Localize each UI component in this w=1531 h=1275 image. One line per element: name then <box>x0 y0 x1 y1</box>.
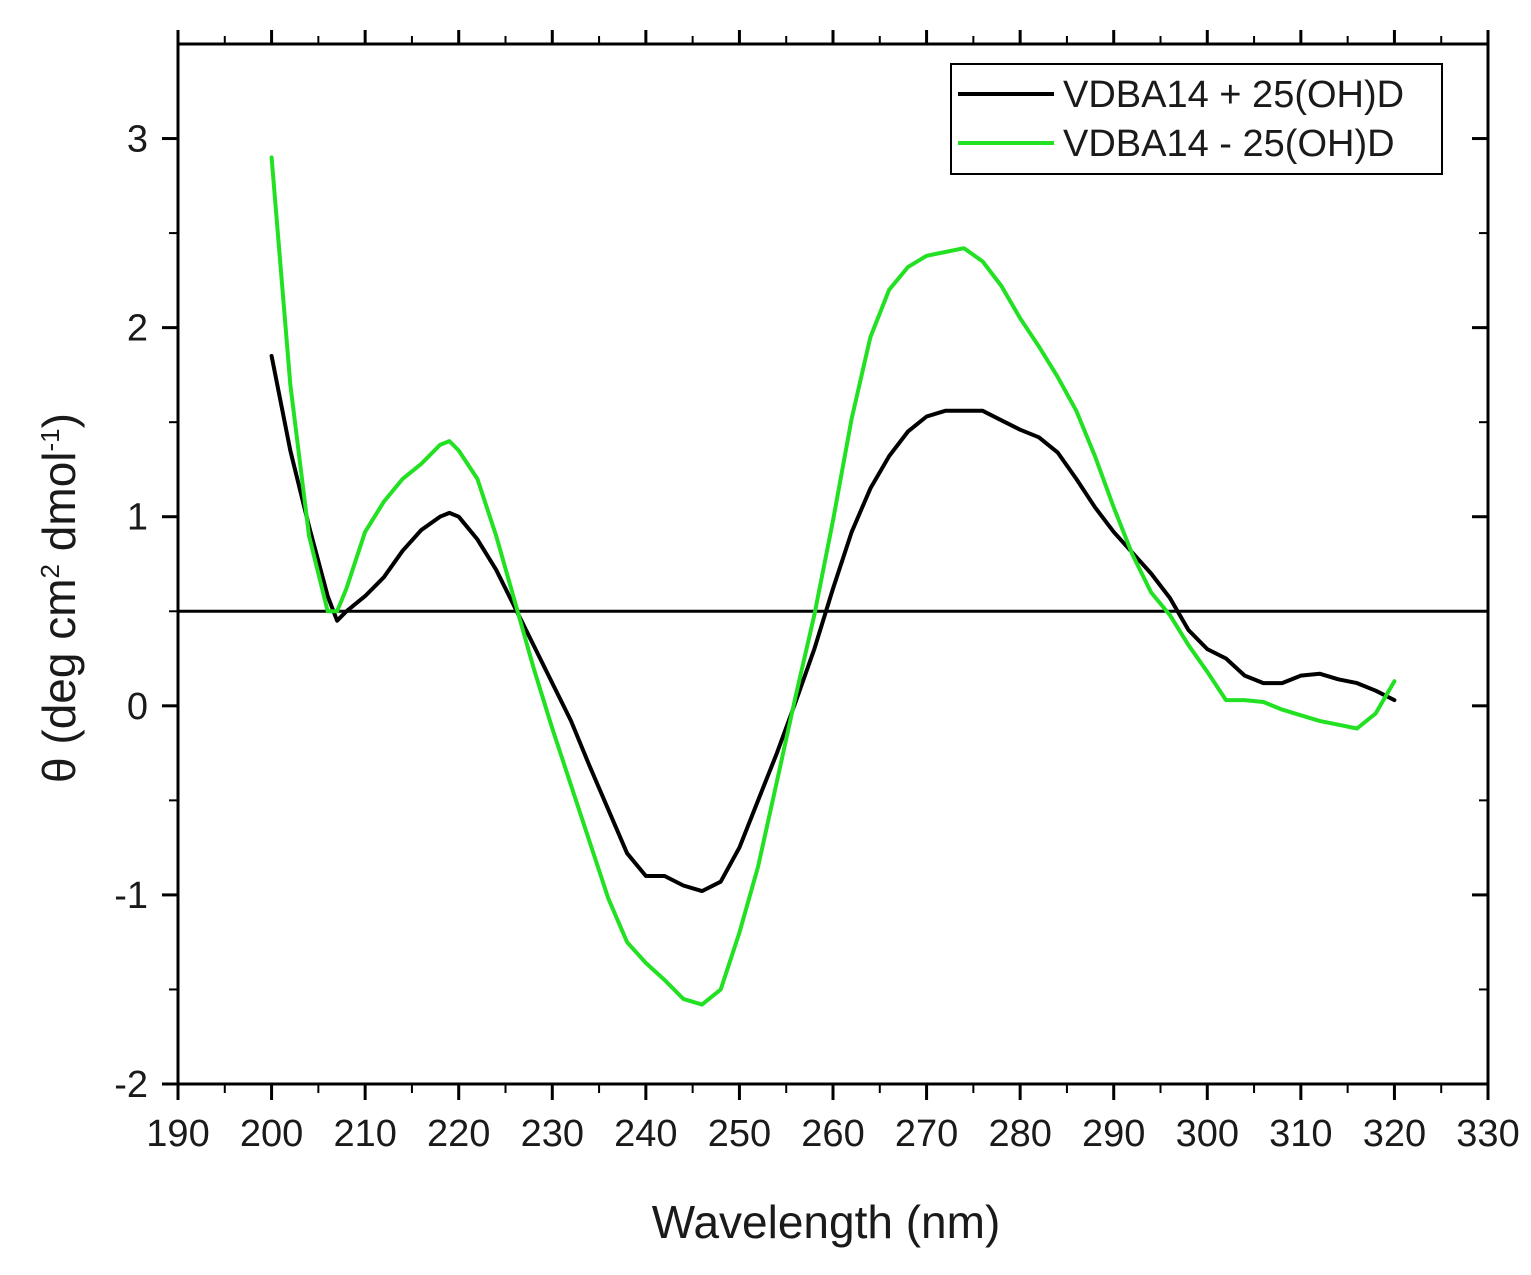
y-tick-labels: -2 -1 0 1 2 3 <box>114 119 148 1106</box>
y-axis-title-sup2: -1 <box>35 428 65 451</box>
x-tick-label: 330 <box>1456 1113 1519 1155</box>
x-tick-label: 270 <box>895 1113 958 1155</box>
x-tick-label: 220 <box>427 1113 490 1155</box>
x-tick-label: 240 <box>614 1113 677 1155</box>
series-line-minus-25ohd <box>269 155 1397 1007</box>
y-tick-label: 2 <box>127 308 148 350</box>
legend: VDBA14 + 25(OH)D VDBA14 - 25(OH)D <box>950 63 1443 175</box>
x-tick-labels: 190 200 210 220 230 240 250 260 270 280 290 300 310 3… <box>146 1113 1519 1155</box>
legend-label-minus: VDBA14 - 25(OH)D <box>1063 123 1395 165</box>
y-axis-title-prefix: θ (deg cm <box>33 578 85 783</box>
x-tick-label: 250 <box>708 1113 771 1155</box>
series-layer <box>269 155 1397 1007</box>
x-tick-label: 200 <box>240 1113 303 1155</box>
y-tick-label: 0 <box>127 686 148 728</box>
x-tick-label: 260 <box>801 1113 864 1155</box>
x-axis-title: Wavelength (nm) <box>652 1196 1001 1248</box>
y-axis-title-sup1: 2 <box>35 564 65 578</box>
y-tick-label: -2 <box>114 1064 148 1106</box>
x-tick-label: 300 <box>1176 1113 1239 1155</box>
tick-marks <box>162 30 1490 1100</box>
legend-box <box>950 63 1443 175</box>
series-line-plus-25ohd <box>269 354 1397 894</box>
plot-frame <box>176 42 1490 1086</box>
x-tick-label: 280 <box>988 1113 1051 1155</box>
y-tick-label: 3 <box>127 119 148 161</box>
x-tick-label: 320 <box>1363 1113 1426 1155</box>
x-tick-label: 190 <box>146 1113 209 1155</box>
y-axis-title: θ (deg cm2 dmol-1) <box>33 413 85 783</box>
x-tick-label: 210 <box>333 1113 396 1155</box>
x-tick-label: 310 <box>1269 1113 1332 1155</box>
x-tick-label: 230 <box>521 1113 584 1155</box>
y-tick-label: -1 <box>114 875 148 917</box>
x-tick-label: 290 <box>1082 1113 1145 1155</box>
y-axis-title-suffix: ) <box>33 413 85 428</box>
y-axis-title-middle: dmol <box>33 451 85 563</box>
y-tick-label: 1 <box>127 497 148 539</box>
legend-label-plus: VDBA14 + 25(OH)D <box>1063 74 1404 116</box>
